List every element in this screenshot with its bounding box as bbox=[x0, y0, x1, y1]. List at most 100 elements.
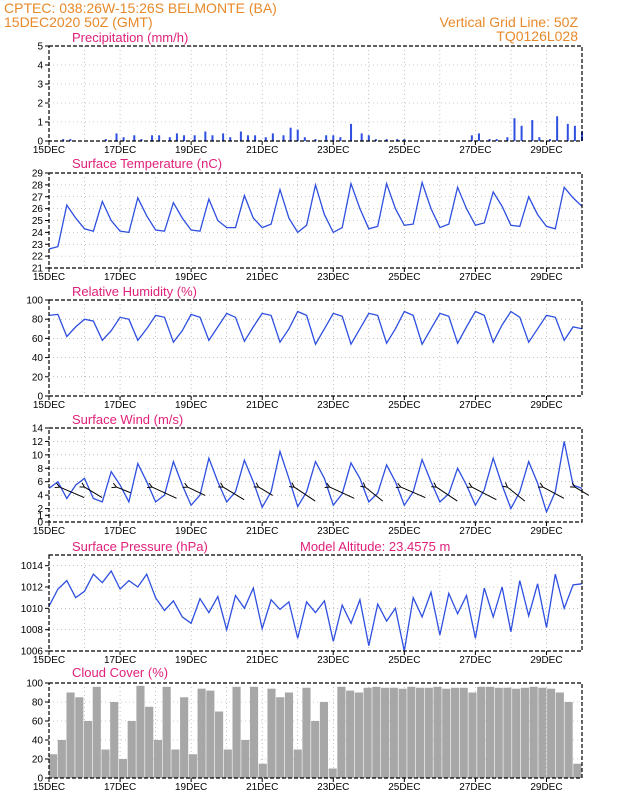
cloud-cover-bar bbox=[83, 721, 93, 778]
cloud-cover-bar bbox=[450, 687, 460, 778]
cloud-cover-bar bbox=[520, 687, 529, 778]
precipitation-bar bbox=[325, 135, 328, 141]
wind-frame bbox=[48, 427, 583, 523]
x-tick-label: 19DEC bbox=[175, 526, 207, 537]
precipitation-bar bbox=[506, 137, 509, 141]
pressure-panel: 1006 1008 1010 1012 1014 15DEC 17DEC 19DEC 21DEC… bbox=[21, 554, 583, 666]
cloud-cover-bar bbox=[75, 697, 84, 778]
x-tick-label: 23DEC bbox=[317, 145, 349, 156]
humidity-frame bbox=[48, 299, 583, 397]
x-tick-label: 19DEC bbox=[175, 400, 207, 411]
precipitation-bar bbox=[140, 139, 143, 141]
cloud-cover-bar bbox=[162, 686, 171, 778]
forecast-date: 15DEC2020 50Z (GMT) bbox=[4, 14, 153, 30]
wind-arrow bbox=[289, 482, 316, 502]
precipitation-bar bbox=[367, 135, 370, 141]
x-tick-label: 17DEC bbox=[104, 400, 136, 411]
cloud-cover-bar bbox=[319, 702, 329, 778]
cloud-cover-bar bbox=[573, 763, 582, 778]
cloud-cover-bar bbox=[188, 754, 197, 778]
cloud-cover-bar bbox=[145, 706, 154, 778]
wind-arrow bbox=[431, 482, 458, 502]
x-tick-label: 17DEC bbox=[104, 782, 136, 793]
x-tick-label: 17DEC bbox=[104, 655, 136, 666]
y-tick-label: 29 bbox=[32, 169, 44, 180]
pressure-line bbox=[48, 569, 583, 652]
pressure-frame bbox=[48, 554, 583, 652]
x-tick-label: 25DEC bbox=[388, 655, 420, 666]
cloud-cover-bar bbox=[153, 740, 162, 778]
y-tick-label: 0 bbox=[37, 392, 43, 403]
cloud-cover-bar bbox=[180, 697, 189, 778]
precipitation-bar bbox=[271, 133, 274, 141]
wind-arrow bbox=[182, 482, 206, 496]
x-tick-label: 23DEC bbox=[317, 655, 349, 666]
cloud-cover-bar bbox=[293, 749, 302, 778]
precipitation-bar bbox=[385, 139, 388, 141]
x-tick-label: 25DEC bbox=[388, 526, 420, 537]
precipitation-bar bbox=[282, 135, 285, 141]
precipitation-bar bbox=[69, 139, 72, 141]
precipitation-bar bbox=[254, 135, 257, 141]
y-tick-label: 23 bbox=[32, 240, 44, 251]
precipitation-bar bbox=[183, 135, 186, 141]
cloud-cover-panel: 0 20 40 60 80 100 15DEC 17DEC 19DEC 21DEC 23DEC 25D… bbox=[26, 679, 583, 793]
y-tick-label: 25 bbox=[32, 216, 44, 227]
wind-arrow bbox=[54, 482, 85, 499]
y-tick-label: 14 bbox=[32, 424, 44, 435]
x-tick-label: 23DEC bbox=[317, 272, 349, 283]
x-tick-label: 21DEC bbox=[246, 782, 278, 793]
y-tick-label: 40 bbox=[32, 736, 44, 747]
precipitation-bar bbox=[151, 135, 154, 141]
x-tick-label: 15DEC bbox=[33, 272, 65, 283]
y-tick-label: 28 bbox=[32, 180, 44, 191]
wind-arrow bbox=[218, 482, 245, 501]
temperature-line bbox=[48, 180, 583, 250]
y-tick-label: 12 bbox=[32, 437, 44, 448]
wind-arrow bbox=[537, 482, 565, 499]
precipitation-bar bbox=[122, 137, 125, 141]
wind-arrow bbox=[395, 482, 426, 499]
cloud-cover-bar bbox=[311, 721, 320, 778]
precipitation-bar bbox=[339, 137, 342, 141]
y-tick-label: 0 bbox=[37, 518, 43, 529]
x-tick-label: 27DEC bbox=[459, 526, 491, 537]
x-tick-label: 23DEC bbox=[317, 526, 349, 537]
grid-line-info: Vertical Grid Line: 50Z bbox=[439, 14, 578, 30]
cloud-cover-bar bbox=[276, 697, 285, 778]
cloud-cover-bar bbox=[328, 768, 337, 778]
x-tick-label: 29DEC bbox=[530, 400, 562, 411]
x-tick-label: 15DEC bbox=[33, 655, 65, 666]
cloud-cover-bar bbox=[485, 686, 495, 778]
precipitation-title: Precipitation (mm/h) bbox=[72, 30, 188, 45]
precipitation-bar bbox=[520, 125, 523, 141]
wind-arrow bbox=[466, 482, 497, 501]
y-tick-label: 40 bbox=[32, 353, 44, 364]
y-tick-label: 5 bbox=[37, 42, 43, 53]
precipitation-bar bbox=[239, 131, 242, 141]
y-tick-label: 1010 bbox=[21, 604, 44, 615]
cloud-cover-bar bbox=[503, 687, 512, 778]
cloud-cover-bar bbox=[538, 687, 547, 778]
wind-arrow bbox=[360, 482, 384, 502]
x-tick-label: 25DEC bbox=[388, 782, 420, 793]
x-tick-label: 29DEC bbox=[530, 526, 562, 537]
humidity-line bbox=[48, 310, 583, 346]
cloud-cover-bar bbox=[372, 686, 381, 778]
model-id: TQ0126L028 bbox=[496, 28, 578, 44]
precipitation-bar bbox=[133, 135, 136, 141]
humidity-title: Relative Humidity (%) bbox=[72, 284, 197, 299]
y-tick-label: 27 bbox=[32, 192, 44, 203]
precipitation-bar bbox=[193, 135, 196, 141]
precipitation-bar bbox=[158, 135, 161, 141]
x-tick-label: 15DEC bbox=[33, 526, 65, 537]
precipitation-bar bbox=[573, 125, 576, 141]
precipitation-bar bbox=[211, 135, 214, 141]
precipitation-bar bbox=[175, 133, 178, 141]
cloud-cover-bar bbox=[398, 688, 407, 778]
y-tick-label: 100 bbox=[26, 296, 43, 307]
cloud-cover-bar bbox=[258, 763, 267, 778]
cloud-cover-bar bbox=[424, 687, 433, 778]
